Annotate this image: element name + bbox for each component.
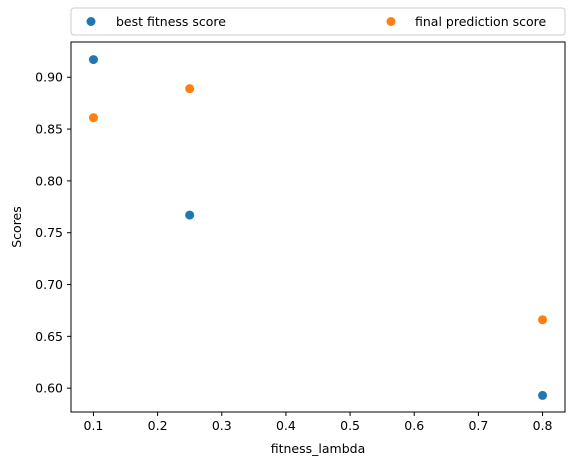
best-fitness-point xyxy=(185,210,195,220)
y-tick-label: 0.75 xyxy=(35,225,63,240)
legend-frame xyxy=(70,7,566,36)
x-tick-label: 0.6 xyxy=(404,418,424,433)
y-tick-label: 0.70 xyxy=(35,277,63,292)
final-prediction-point xyxy=(185,84,195,94)
y-tick-label: 0.65 xyxy=(35,329,63,344)
y-axis-label: Scores xyxy=(9,206,24,248)
x-axis: 0.1 0.2 0.3 0.4 0.5 0.6 0.7 0.8 xyxy=(84,412,553,433)
y-tick-label: 0.60 xyxy=(35,381,63,396)
x-axis-label: fitness_lambda xyxy=(271,441,366,456)
x-tick-label: 0.8 xyxy=(533,418,553,433)
legend-label-final-prediction: final prediction score xyxy=(415,14,546,29)
y-axis: 0.60 0.65 0.70 0.75 0.80 0.85 0.90 xyxy=(35,70,71,396)
legend-marker-final-prediction xyxy=(386,17,396,26)
x-tick-label: 0.7 xyxy=(468,418,488,433)
y-tick-label: 0.85 xyxy=(35,122,63,137)
x-tick-label: 0.3 xyxy=(212,418,232,433)
x-tick-label: 0.4 xyxy=(276,418,296,433)
final-prediction-point xyxy=(538,315,548,325)
x-tick-label: 0.1 xyxy=(84,418,104,433)
x-tick-label: 0.2 xyxy=(148,418,168,433)
data-points xyxy=(88,55,548,400)
legend-label-best-fitness: best fitness score xyxy=(116,14,226,29)
best-fitness-point xyxy=(538,390,548,400)
y-tick-label: 0.80 xyxy=(35,173,63,188)
legend-marker-best-fitness xyxy=(86,17,96,26)
plot-area xyxy=(70,41,566,413)
best-fitness-point xyxy=(88,55,98,65)
x-tick-label: 0.5 xyxy=(340,418,360,433)
y-tick-label: 0.90 xyxy=(35,70,63,85)
final-prediction-point xyxy=(88,113,98,123)
legend: best fitness score final prediction scor… xyxy=(70,7,566,36)
